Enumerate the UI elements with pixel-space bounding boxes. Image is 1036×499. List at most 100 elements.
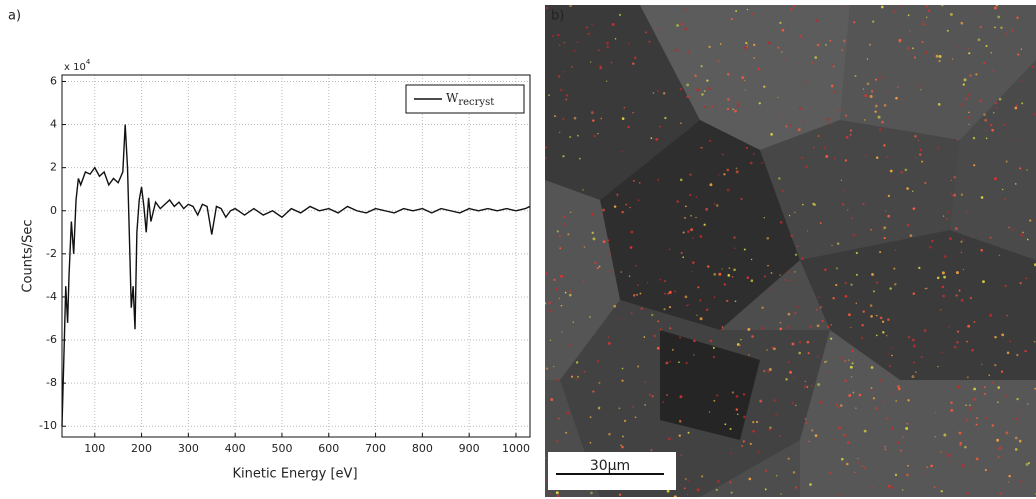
particle bbox=[797, 128, 801, 132]
particle bbox=[659, 278, 662, 281]
particle bbox=[1020, 48, 1022, 50]
panel-label: a) bbox=[8, 9, 21, 24]
particle bbox=[632, 62, 635, 65]
particle bbox=[741, 76, 745, 80]
particle bbox=[735, 10, 738, 12]
x-tick-label: 900 bbox=[459, 442, 480, 455]
particle bbox=[791, 401, 795, 405]
particle bbox=[578, 157, 581, 160]
particle bbox=[953, 193, 957, 197]
particle bbox=[849, 133, 852, 136]
legend-subscript: recryst bbox=[458, 97, 494, 108]
particle bbox=[680, 251, 683, 254]
particle bbox=[927, 9, 931, 12]
particle bbox=[811, 429, 814, 432]
particle bbox=[546, 7, 549, 9]
particle bbox=[630, 312, 633, 315]
particle bbox=[997, 15, 1001, 19]
particle bbox=[748, 354, 750, 356]
particle bbox=[830, 122, 833, 125]
particle bbox=[868, 43, 872, 46]
particle bbox=[995, 5, 999, 7]
particle bbox=[907, 399, 910, 402]
particle bbox=[687, 479, 690, 482]
particle bbox=[1005, 394, 1008, 398]
particle bbox=[700, 146, 702, 149]
particle bbox=[975, 457, 979, 461]
particle bbox=[575, 378, 577, 380]
particle bbox=[684, 27, 688, 31]
particle bbox=[815, 19, 819, 23]
particle bbox=[558, 44, 561, 46]
particle bbox=[557, 494, 560, 497]
particle bbox=[914, 156, 917, 158]
y-scale: x 104 bbox=[64, 58, 91, 73]
particle bbox=[665, 361, 669, 365]
particle bbox=[893, 10, 896, 13]
particle bbox=[869, 304, 873, 307]
particle bbox=[634, 416, 637, 419]
particle bbox=[545, 302, 547, 305]
particle bbox=[960, 21, 964, 25]
particle bbox=[906, 223, 910, 227]
particle bbox=[733, 268, 736, 272]
particle bbox=[969, 74, 972, 77]
particle bbox=[779, 321, 782, 324]
particle bbox=[674, 290, 676, 293]
particle bbox=[936, 276, 940, 280]
particle bbox=[632, 179, 635, 182]
particle bbox=[569, 135, 572, 139]
particle bbox=[736, 413, 739, 416]
particle bbox=[637, 284, 639, 286]
particle bbox=[656, 346, 660, 350]
particle bbox=[881, 320, 885, 323]
particle bbox=[821, 319, 824, 323]
particle bbox=[930, 464, 933, 468]
particle bbox=[598, 381, 601, 384]
particle bbox=[914, 134, 917, 138]
particle bbox=[643, 336, 646, 338]
particle bbox=[558, 235, 561, 238]
particle bbox=[1025, 462, 1029, 466]
particle bbox=[865, 154, 867, 157]
particle bbox=[618, 13, 622, 17]
particle bbox=[837, 493, 840, 496]
x-tick-label: 300 bbox=[178, 442, 199, 455]
particle bbox=[833, 157, 836, 160]
particle bbox=[690, 270, 693, 273]
particle bbox=[896, 86, 899, 88]
particle bbox=[666, 489, 670, 493]
particle bbox=[694, 74, 697, 77]
particle bbox=[870, 387, 873, 389]
particle bbox=[912, 190, 914, 193]
particle bbox=[941, 285, 944, 289]
particle bbox=[826, 325, 830, 329]
particle bbox=[1021, 102, 1024, 105]
particle bbox=[707, 265, 710, 268]
particle bbox=[983, 386, 986, 389]
particle bbox=[947, 453, 951, 457]
particle bbox=[957, 385, 961, 389]
particle bbox=[740, 198, 743, 200]
particle bbox=[823, 146, 827, 149]
particle bbox=[779, 327, 783, 331]
particle bbox=[768, 134, 771, 136]
particle bbox=[912, 207, 916, 210]
particle bbox=[861, 324, 864, 327]
particle bbox=[779, 221, 783, 224]
particle bbox=[864, 119, 866, 121]
particle bbox=[975, 423, 978, 426]
particle bbox=[835, 267, 838, 270]
particle bbox=[616, 193, 619, 196]
particle bbox=[668, 305, 672, 309]
particle bbox=[748, 477, 752, 481]
particle bbox=[687, 431, 690, 434]
particle bbox=[571, 66, 573, 68]
particle bbox=[718, 272, 722, 276]
particle bbox=[954, 227, 958, 231]
particle bbox=[585, 26, 588, 29]
particle bbox=[939, 451, 942, 453]
particle bbox=[946, 452, 948, 454]
particle bbox=[551, 35, 554, 37]
particle bbox=[842, 39, 846, 43]
